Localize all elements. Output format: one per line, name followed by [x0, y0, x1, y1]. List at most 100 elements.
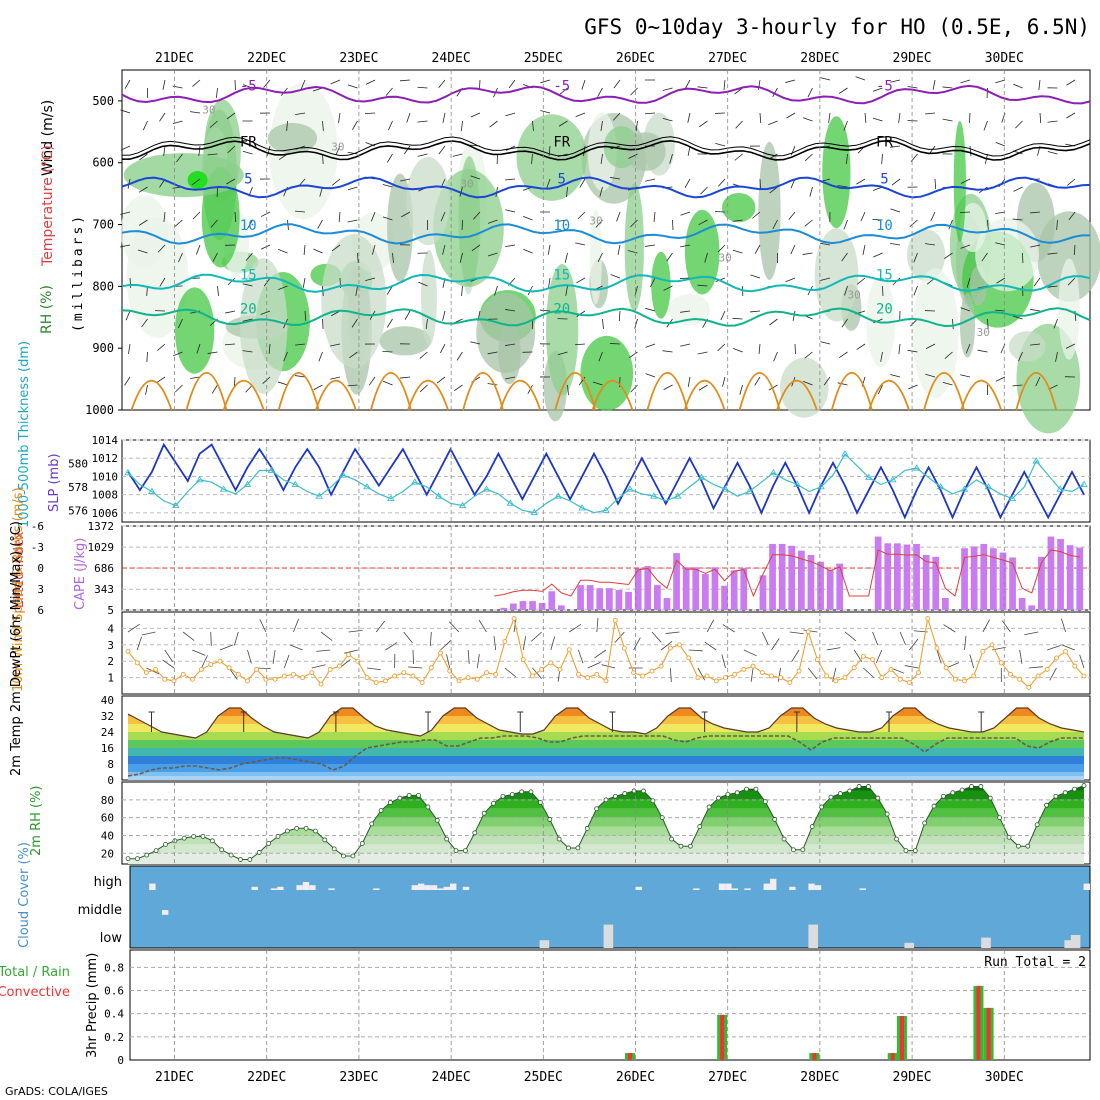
thickness-point: [387, 494, 395, 502]
upper-wind-barb: [212, 252, 218, 263]
upper-wind-barb: [758, 343, 761, 354]
wind-barbs-upper: [120, 76, 1077, 396]
cape-bar: [903, 544, 911, 610]
wind-speed-point: [235, 671, 241, 677]
upper-wind-barb: [734, 153, 743, 161]
thickness-point: [912, 464, 921, 471]
upper-wind-barb: [769, 186, 778, 194]
rh-contour-label: 30: [718, 252, 731, 265]
cape-bar: [577, 585, 584, 610]
rh-contour-label: 30: [977, 326, 990, 339]
upper-wind-barb: [759, 178, 761, 190]
upper-wind-barb: [952, 318, 954, 330]
surface-wind-barb: [467, 649, 470, 664]
contour-label: FR: [553, 134, 570, 150]
rh-contour-label: 30: [202, 103, 215, 116]
li-tick-label: -6: [31, 520, 44, 533]
surface-wind-barb: [446, 654, 451, 669]
date-tick-bottom: 25DEC: [524, 1070, 563, 1085]
wind-speed-point: [769, 673, 774, 679]
temp-band: [128, 764, 1084, 772]
upper-wind-barb: [1067, 277, 1076, 286]
upper-wind-barb: [839, 351, 848, 358]
upper-wind-barb: [733, 348, 743, 353]
cape-bar: [519, 601, 527, 610]
date-tick-bottom: 27DEC: [708, 1070, 747, 1085]
rh-point: [753, 786, 759, 792]
upper-wind-barb: [772, 219, 778, 230]
surface-wind-barb: [651, 631, 662, 643]
warm-contour: [646, 372, 689, 411]
rh-point: [397, 795, 403, 801]
thickness-point: [793, 480, 801, 487]
cape-bar: [836, 563, 844, 610]
slp-tick-label: 1012: [92, 452, 119, 465]
wind-speed-point: [989, 642, 995, 648]
thickness-point: [1008, 494, 1017, 502]
surface-wind-barb: [293, 618, 299, 633]
rh-point: [181, 835, 187, 841]
upper-wind-barb: [331, 178, 341, 186]
upper-wind-barb: [523, 248, 533, 254]
high-cloud-bar: [418, 883, 425, 890]
wind-speed-point: [575, 671, 581, 677]
upper-wind-barb: [355, 285, 358, 296]
wind-tick-label: 3: [107, 639, 114, 652]
upper-wind-barb: [386, 153, 393, 163]
rh-point: [791, 847, 796, 853]
upper-wind-barb: [247, 219, 253, 229]
rh-point: [1081, 783, 1087, 788]
contour-label: 15: [876, 267, 893, 283]
upper-wind-barb: [318, 351, 323, 362]
precip-tick-label: 0: [117, 1054, 124, 1067]
rh-point: [762, 799, 768, 805]
upper-wind-barb: [442, 244, 446, 255]
upper-wind-barb: [717, 178, 726, 187]
surface-wind-barb: [587, 661, 601, 669]
rh-blob: [240, 258, 288, 394]
cape-bar: [692, 567, 700, 610]
upper-wind-barb: [890, 242, 901, 246]
wind-speed-point: [520, 657, 526, 663]
surface-wind-barb: [789, 631, 804, 635]
surface-wind-barb: [403, 631, 413, 644]
rh-point: [697, 824, 703, 829]
surface-wind-barb: [761, 631, 769, 645]
upper-wind-barb: [577, 211, 586, 220]
rh-point: [875, 795, 881, 801]
upper-wind-barb: [226, 112, 236, 120]
cape-bar: [1018, 598, 1026, 610]
upper-wind-barb: [1066, 79, 1076, 86]
upper-wind-barb: [687, 376, 691, 387]
upper-wind-barb: [732, 249, 743, 254]
cloud-level-label: middle: [78, 903, 122, 918]
li-tick-label: -3: [31, 541, 44, 554]
upper-wind-barb: [267, 145, 271, 156]
upper-wind-barb: [723, 79, 726, 90]
surface-wind-barb: [348, 629, 363, 633]
surface-wind-barb: [669, 667, 672, 682]
cape-li-panel: 5 343 686 1029 1372 -6 -3 0 3 6 Lifted Index CAPE…: [12, 520, 1091, 617]
rh-point: [219, 847, 225, 853]
upper-wind-barb: [768, 384, 778, 391]
upper-wind-barb: [531, 153, 533, 164]
wind-speed-point: [713, 678, 719, 684]
upper-wind-barb: [969, 112, 971, 124]
upper-wind-barb: [1030, 211, 1041, 214]
cape-bar: [500, 607, 508, 610]
surface-wind-barb: [807, 667, 818, 680]
thickness-point: [434, 492, 443, 499]
temp-band: [128, 748, 1084, 756]
upper-wind-barb: [828, 112, 831, 123]
upper-wind-barb: [278, 248, 288, 254]
surface-wind-barb: [1047, 645, 1061, 651]
rh-point: [781, 836, 787, 842]
rh-point: [828, 794, 834, 800]
rh-contour-label: 30: [460, 177, 473, 190]
wind-speed-point: [309, 670, 315, 676]
upper-wind-barb: [881, 153, 883, 164]
wind-speed-point: [860, 653, 866, 659]
wind-speed-point: [1063, 648, 1069, 654]
slp-thickness-frame: [121, 439, 1091, 523]
upper-wind-barb: [948, 219, 953, 230]
